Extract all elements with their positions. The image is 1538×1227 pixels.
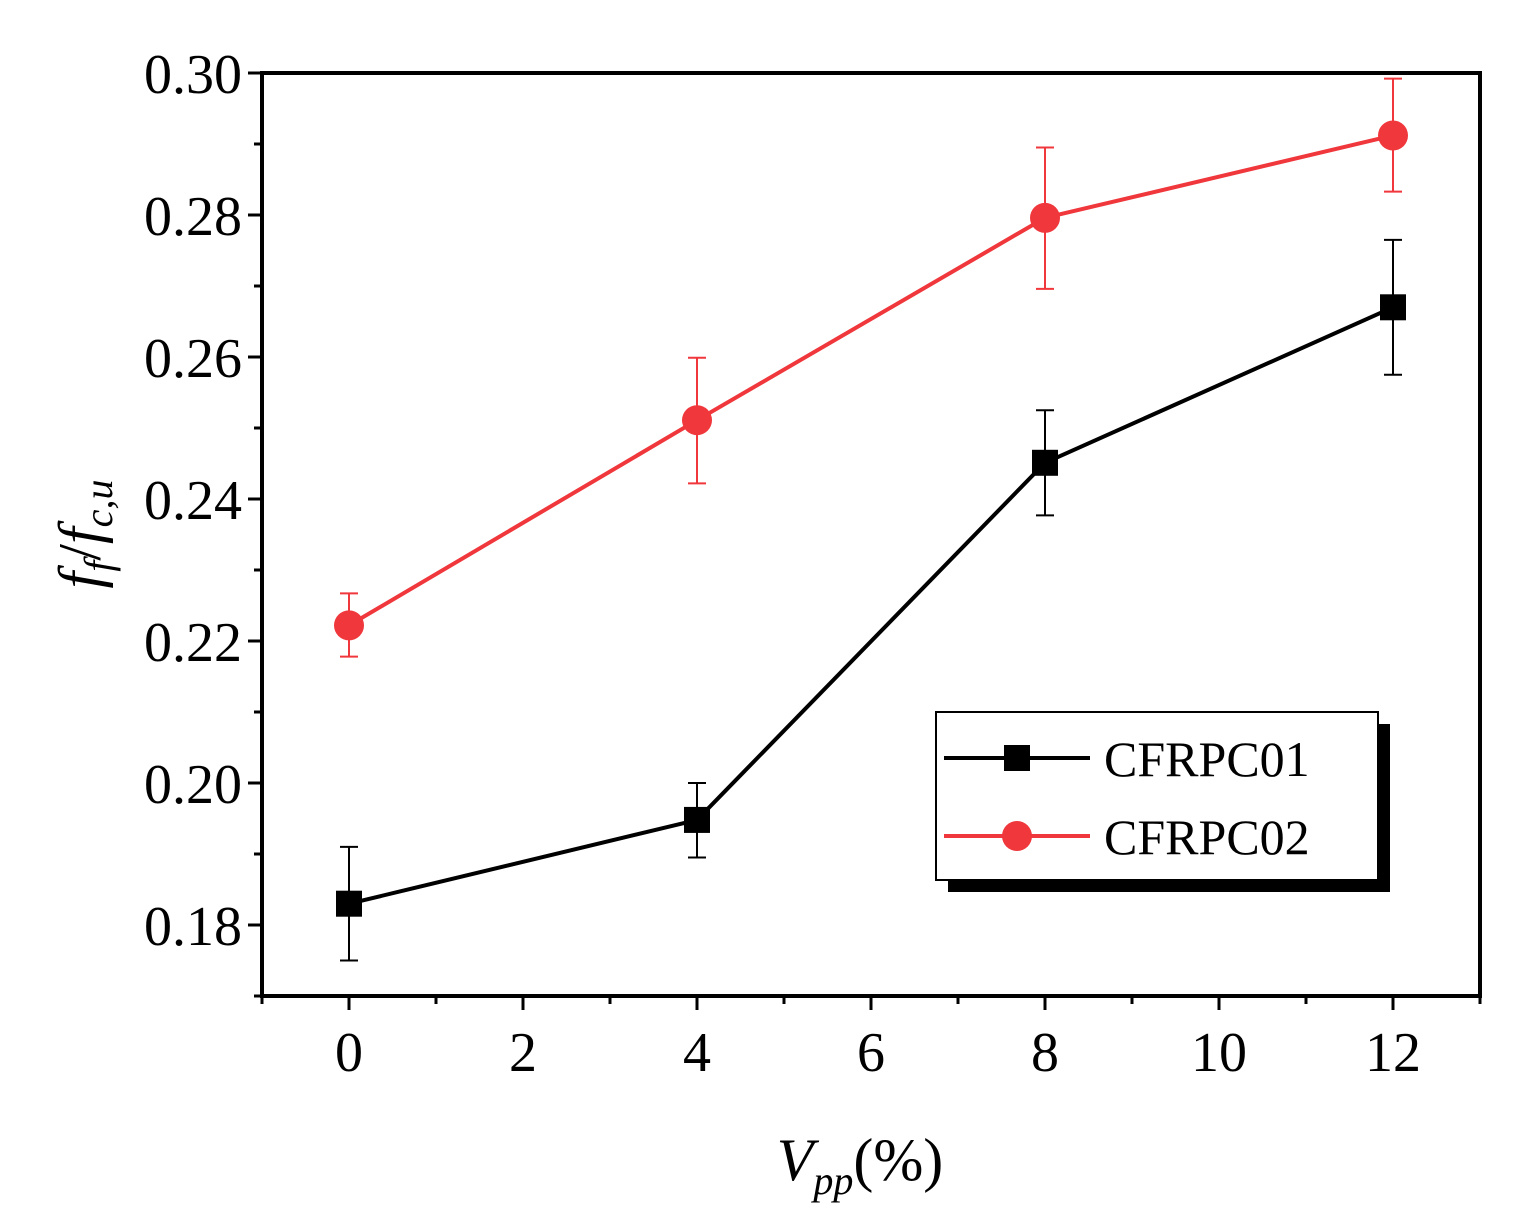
data-point-cfrpc02 (1378, 120, 1408, 151)
y-tick-label: 0.24 (144, 470, 242, 532)
data-point-cfrpc02 (334, 610, 364, 641)
data-point-cfrpc02 (682, 405, 712, 436)
axis-ticks (248, 71, 1482, 1010)
y-axis-title-sep: / (47, 544, 113, 561)
x-axis-title: Vpp(%) (777, 1127, 944, 1203)
data-point-cfrpc01 (1380, 294, 1406, 321)
x-axis-title-suffix: (%) (853, 1127, 943, 1193)
x-axis-title-main: V (777, 1127, 820, 1193)
x-tick-label: 6 (857, 1022, 885, 1084)
y-tick-label: 0.26 (144, 328, 242, 390)
data-point-cfrpc01 (336, 890, 362, 917)
data-point-cfrpc01 (684, 806, 710, 833)
x-tick-label: 10 (1191, 1022, 1247, 1084)
y-tick-label: 0.18 (144, 896, 242, 958)
legend-marker-cfrpc02 (1002, 821, 1032, 851)
x-tick-label: 0 (335, 1022, 363, 1084)
y-axis-title: ff/fc,u (47, 480, 121, 589)
series-line-cfrpc02 (347, 133, 1394, 628)
series-lines (347, 133, 1394, 906)
tick-labels: 0 2 4 6 8 10 12 0.18 0.20 0.22 0.24 0.26 0.28 0.30 (144, 44, 1421, 1084)
legend: CFRPC01 CFRPC02 (935, 711, 1390, 892)
y-tick-label: 0.22 (144, 612, 242, 674)
x-tick-label: 2 (509, 1022, 537, 1084)
x-tick-label: 4 (683, 1022, 711, 1084)
y-tick-label: 0.20 (144, 754, 242, 816)
legend-marker-cfrpc01 (1004, 745, 1030, 771)
legend-box (935, 711, 1379, 881)
y-tick-label: 0.30 (144, 44, 242, 106)
data-markers (334, 120, 1408, 917)
data-point-cfrpc01 (1032, 449, 1058, 476)
legend-label-cfrpc01: CFRPC01 (1104, 731, 1310, 787)
x-tick-label: 8 (1031, 1022, 1059, 1084)
x-axis-title-sub: pp (810, 1158, 853, 1203)
y-axis-title-sub2: c,u (76, 480, 121, 528)
data-point-cfrpc02 (1030, 202, 1060, 233)
x-tick-label: 12 (1365, 1022, 1421, 1084)
y-tick-label: 0.28 (144, 186, 242, 248)
legend-label-cfrpc02: CFRPC02 (1104, 809, 1310, 865)
series-line-cfrpc01 (348, 305, 1394, 906)
